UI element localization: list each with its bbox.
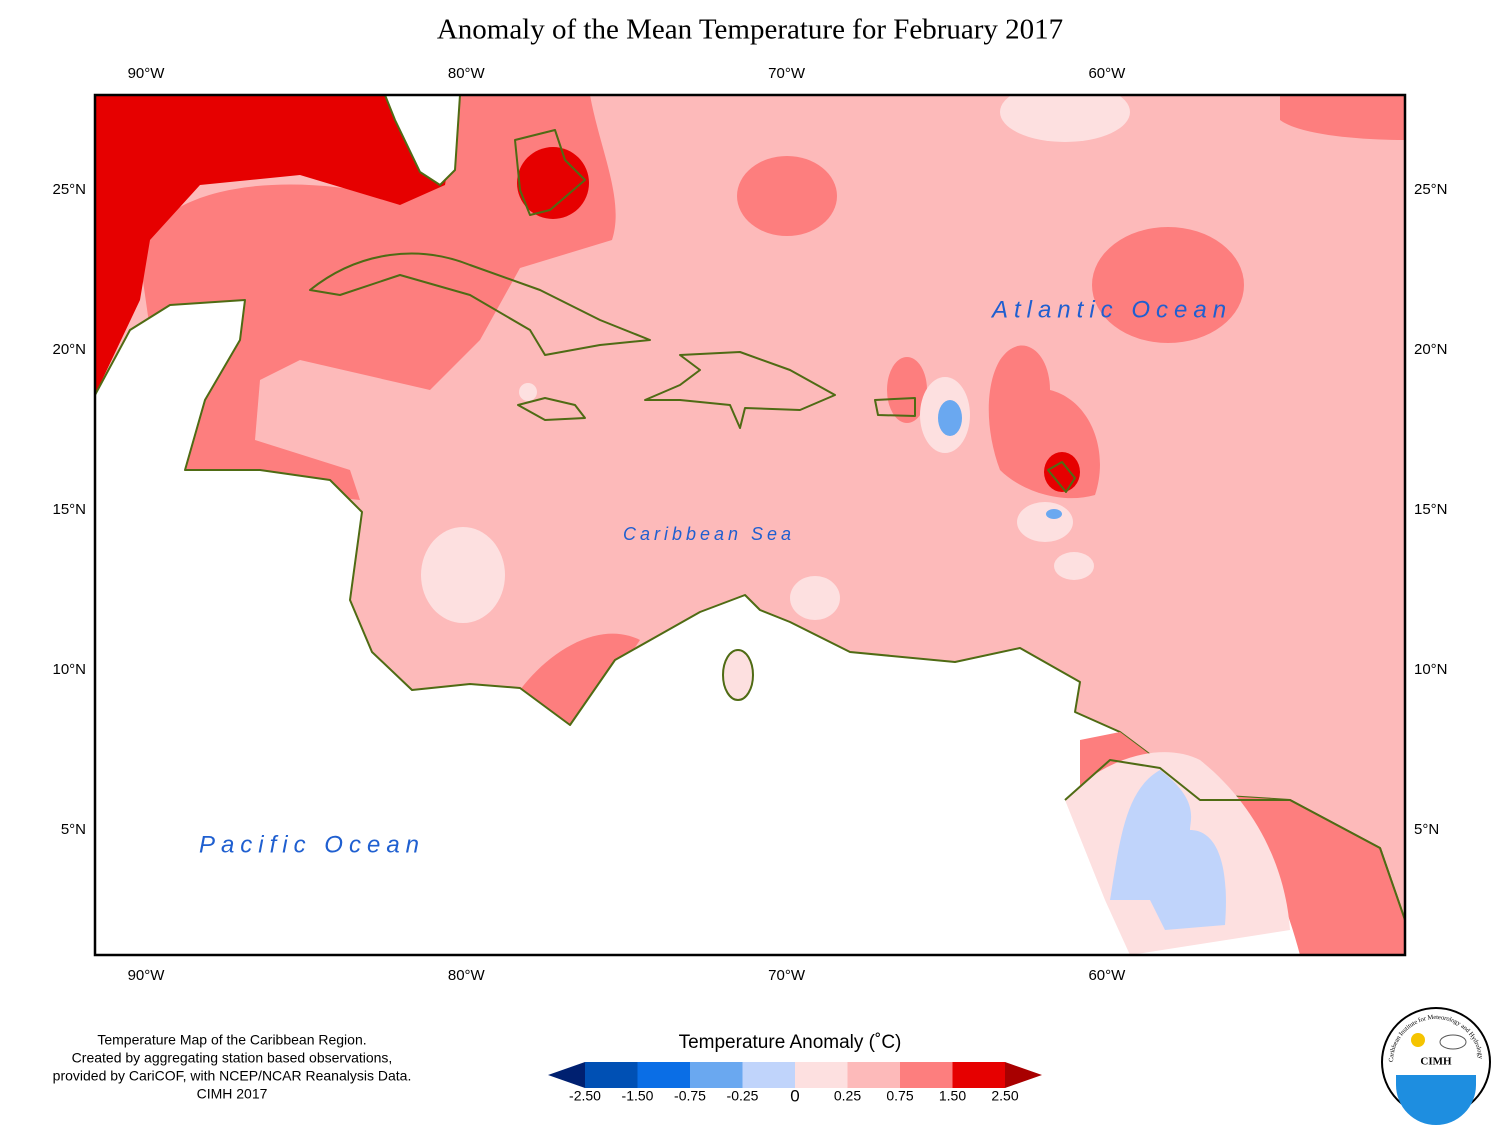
lat-label-left: 20°N — [52, 341, 86, 358]
lat-label-left: 10°N — [52, 661, 86, 678]
legend-tick-label: -2.50 — [569, 1088, 601, 1104]
lat-label-right: 25°N — [1414, 181, 1448, 198]
legend-tick-label: 0.25 — [834, 1088, 861, 1104]
legend-swatch — [637, 1062, 690, 1088]
lon-label-top: 90°W — [128, 65, 166, 82]
lat-label-left: 15°N — [52, 501, 86, 518]
legend-swatch — [742, 1062, 795, 1088]
lat-label-left: 25°N — [52, 181, 86, 198]
credit-line: CIMH 2017 — [197, 1086, 268, 1102]
credit-line: Created by aggregating station based obs… — [72, 1050, 393, 1066]
credit-line: Temperature Map of the Caribbean Region. — [97, 1032, 366, 1048]
legend-tick-label: -0.75 — [674, 1088, 706, 1104]
lon-label-top: 70°W — [768, 65, 806, 82]
map-body — [95, 95, 1405, 955]
lon-label-bottom: 80°W — [448, 967, 486, 984]
legend-swatch — [795, 1062, 848, 1088]
legend-arrow-low — [548, 1062, 585, 1088]
legend-tick-label: 0 — [790, 1086, 799, 1105]
region-label: Atlantic Ocean — [990, 296, 1232, 323]
lat-label-right: 10°N — [1414, 661, 1448, 678]
lon-label-top: 60°W — [1088, 65, 1126, 82]
legend-swatch — [847, 1062, 900, 1088]
lon-label-bottom: 60°W — [1088, 967, 1126, 984]
legend-arrow-high — [1005, 1062, 1042, 1088]
legend-swatch — [952, 1062, 1005, 1088]
lon-label-top: 80°W — [448, 65, 486, 82]
lon-label-bottom: 90°W — [128, 967, 166, 984]
legend-swatch — [690, 1062, 743, 1088]
lat-label-left: 5°N — [61, 821, 86, 838]
lon-label-bottom: 70°W — [768, 967, 806, 984]
region-label: Caribbean Sea — [623, 524, 795, 544]
logo-name: CIMH — [1420, 1056, 1452, 1068]
lat-label-right: 5°N — [1414, 821, 1439, 838]
logo: CIMH Caribbean Institute for Meteorology… — [1381, 1007, 1491, 1125]
legend-title: Temperature Anomaly (˚C) — [679, 1032, 902, 1053]
legend-tick-label: -0.25 — [727, 1088, 759, 1104]
legend-swatch — [900, 1062, 953, 1088]
map-frame — [93, 93, 1407, 957]
map-title: Anomaly of the Mean Temperature for Febr… — [437, 14, 1063, 46]
legend-tick-label: -1.50 — [622, 1088, 654, 1104]
legend-tick-label: 2.50 — [991, 1088, 1018, 1104]
legend-swatch — [585, 1062, 638, 1088]
lat-label-right: 15°N — [1414, 501, 1448, 518]
legend-tick-label: 1.50 — [939, 1088, 966, 1104]
region-label: Pacific Ocean — [199, 831, 425, 858]
lat-label-right: 20°N — [1414, 341, 1448, 358]
legend-tick-label: 0.75 — [886, 1088, 913, 1104]
credit-line: provided by CariCOF, with NCEP/NCAR Rean… — [53, 1068, 412, 1084]
